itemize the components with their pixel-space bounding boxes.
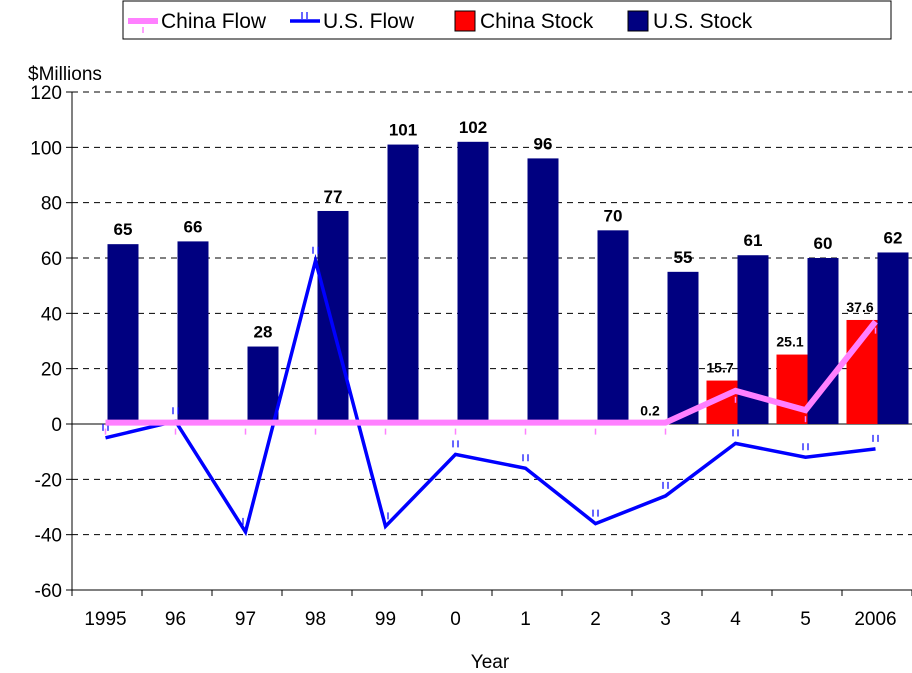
us-stock-bar	[597, 230, 629, 424]
us-stock-bar	[107, 244, 139, 424]
y-tick-label: 20	[41, 360, 62, 381]
us-flow-line	[105, 253, 876, 537]
x-tick-label: 98	[305, 609, 326, 630]
x-tick-label: 2	[590, 609, 601, 630]
us-flow-marker	[732, 429, 739, 437]
legend-item: U.S. Stock	[627, 10, 753, 33]
us-flow-marker	[452, 440, 459, 448]
us-flow-marker	[242, 517, 249, 525]
legend-marker	[301, 12, 308, 19]
us-flow-marker	[802, 443, 809, 451]
us-flow-marker	[522, 454, 529, 462]
us-flow-marker	[592, 509, 599, 517]
china-stock-data-label: 25.1	[776, 334, 803, 350]
y-tick-label: -40	[35, 526, 62, 547]
us-stock-bar	[877, 252, 909, 424]
us-stock-data-label: 96	[534, 134, 553, 153]
us-stock-data-label: 60	[814, 234, 833, 253]
x-tick-label: 0	[450, 609, 461, 630]
us-flow-marker	[312, 246, 319, 254]
y-tick-label: -60	[35, 581, 62, 602]
legend-item: U.S. Flow	[290, 10, 415, 33]
data-labels-layer: 65 66 28 77 101 102 96 70 55 0.2 61 15.7 60 25.1 62 37.…	[114, 118, 903, 419]
y-tick-label: 60	[41, 249, 62, 270]
us-stock-data-label: 101	[389, 121, 417, 140]
us-stock-bar	[387, 144, 419, 425]
us-stock-data-label: 102	[459, 118, 487, 137]
legend-label: U.S. Flow	[323, 10, 415, 33]
legend-box-swatch	[627, 10, 649, 32]
bars-layer	[107, 141, 909, 425]
us-stock-bar	[667, 271, 699, 424]
legend-label: China Flow	[161, 10, 267, 33]
us-flow-marker	[172, 407, 179, 415]
legend-item: China Stock	[454, 10, 594, 33]
us-stock-bar	[247, 346, 279, 424]
us-stock-data-label: 77	[324, 187, 343, 206]
china-flow-line	[105, 319, 878, 426]
china-stock-data-label: 37.6	[846, 299, 873, 315]
us-stock-bar	[527, 158, 559, 424]
y-tick-label: 40	[41, 304, 62, 325]
y-axis-title: $Millions	[28, 64, 102, 85]
x-tick-label: 4	[730, 609, 741, 630]
y-tick-label: -20	[35, 470, 62, 491]
china-stock-bar	[776, 354, 808, 424]
us-stock-data-label: 28	[254, 323, 273, 342]
us-stock-data-label: 55	[674, 248, 693, 267]
x-tick-label: 1995	[84, 609, 126, 630]
us-flow-marker	[662, 481, 669, 489]
legend-box	[122, 0, 892, 40]
us-stock-data-label: 65	[114, 220, 133, 239]
us-flow-marker	[382, 512, 389, 520]
legend-item: China Flow	[128, 10, 267, 33]
y-tick-label: 80	[41, 194, 62, 215]
x-tick-label: 99	[375, 609, 396, 630]
x-tick-label: 1	[520, 609, 531, 630]
us-stock-data-label: 62	[884, 228, 903, 247]
legend-label: U.S. Stock	[653, 10, 753, 33]
y-tick-label: 0	[51, 415, 62, 436]
x-tick-label: 3	[660, 609, 671, 630]
china-stock-data-label: 15.7	[706, 360, 733, 376]
x-tick-label: 2006	[854, 609, 896, 630]
us-stock-bar	[317, 210, 349, 424]
us-stock-data-label: 66	[184, 217, 203, 236]
x-tick-label: 5	[800, 609, 811, 630]
legend-label: China Stock	[480, 10, 594, 33]
axes: -60 -40 -20 0 20 40 60 80 100 120 1995 96 97 98 99 0 1 2 3…	[30, 83, 912, 630]
legend-box-swatch	[454, 10, 476, 32]
us-stock-data-label: 61	[744, 231, 763, 250]
us-stock-data-label: 70	[604, 206, 623, 225]
legend: China Flow U.S. Flow China Stock U.S. Stock	[122, 0, 892, 40]
china-stock-data-label: 0.2	[640, 402, 660, 418]
us-stock-bar	[457, 141, 489, 425]
x-axis-title: Year	[471, 652, 510, 673]
us-stock-bar	[177, 241, 209, 424]
y-tick-label: 120	[30, 83, 62, 104]
us-flow-marker	[872, 434, 879, 442]
x-tick-label: 97	[235, 609, 256, 630]
x-tick-label: 96	[165, 609, 186, 630]
y-tick-label: 100	[30, 138, 62, 159]
lines-layer	[102, 246, 879, 537]
